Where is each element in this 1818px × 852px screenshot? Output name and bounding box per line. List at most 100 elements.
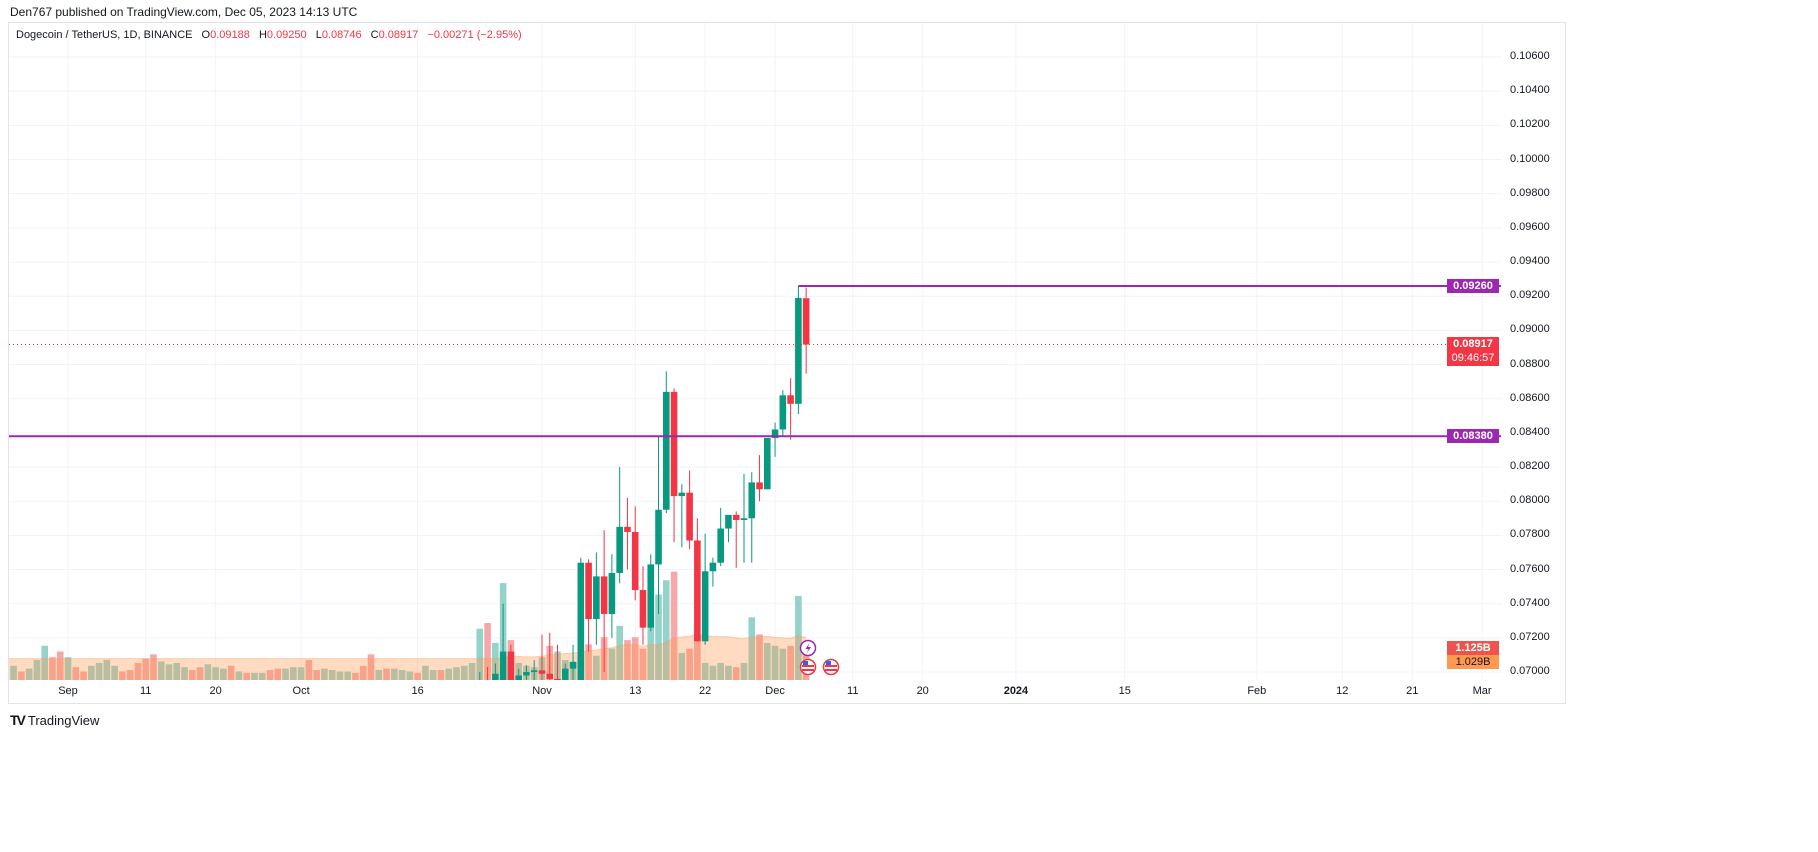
ohlc-legend: Dogecoin / TetherUS, 1D, BINANCE O0.0918… [16,29,522,41]
price-tick: 0.09000 [1510,323,1550,336]
candle-body [484,681,491,693]
volume-bar [56,651,64,680]
time-tick: 11 [847,685,859,697]
volume-bar [445,668,453,680]
volume-bar [414,672,421,680]
volume-ma-line [9,634,807,660]
price-tick: 0.08400 [1510,425,1550,438]
volume-bar [321,668,328,680]
price-tick: 0.09800 [1510,186,1550,199]
us-flag-icon[interactable] [799,658,817,676]
volume-bar [717,662,724,680]
candle-body [569,661,577,669]
candle-body [554,678,561,680]
candle-body [546,673,554,679]
candle-body [756,482,763,490]
candle-body [795,297,802,404]
volume-bar [484,623,491,680]
volume-bar [406,671,414,680]
volume-bar [624,640,631,680]
volume-bar [165,664,173,680]
volume-bar [779,648,787,680]
open-value: 0.09188 [210,29,250,41]
candle-body [740,518,748,521]
volume-ma-tag: 1.029B [1447,655,1499,669]
candle-body [515,675,522,680]
time-tick: 20 [916,685,929,697]
volume-bar [305,660,313,680]
volume-bar [453,667,460,680]
volume-bar [204,664,212,680]
event-markers[interactable] [799,639,840,676]
candle-body [523,672,530,676]
price-tick: 0.07200 [1510,630,1550,643]
volume-bar [49,657,56,680]
brand-name[interactable]: TradingView [27,712,100,728]
candle-body [717,528,724,563]
volume-bar [150,654,157,680]
volume-bar [88,665,95,680]
candle-body [787,395,794,404]
volume-bar [795,595,802,680]
volume-bar [460,665,468,680]
volume-bar [235,671,243,680]
price-tick: 0.07600 [1510,562,1550,575]
price-tick: 0.09600 [1510,220,1550,233]
volume-bar [336,671,344,680]
support-price-tag: 0.08380 [1447,429,1499,443]
time-tick: 11 [139,685,152,697]
candle-body [608,572,616,614]
horizontal-levels[interactable] [9,284,1502,438]
volume-bar [383,668,390,680]
resistance-price-tag: 0.09260 [1447,279,1499,293]
price-tick: 0.10400 [1510,84,1550,97]
candle-body [678,492,686,497]
tradingview-logo-icon[interactable]: TV [10,712,26,728]
candle-body [538,670,546,674]
us-flag-icon[interactable] [822,658,840,676]
change-value: −0.00271 (−2.95%) [427,29,522,41]
volume-bar [686,648,693,680]
time-tick: 16 [411,685,424,697]
volume-bar [290,667,297,680]
volume-bar [678,652,686,680]
low-value: 0.08746 [321,29,362,41]
volume-bar [313,670,320,680]
open-key: O [201,29,211,41]
candle-body [616,526,623,573]
lightning-icon[interactable] [799,639,817,657]
time-tick: Nov [532,685,552,697]
volume-bar [694,634,701,680]
volume-bar [740,662,748,680]
volume-bar [764,642,771,680]
volume-bar [787,645,794,680]
volume-bar [220,668,227,680]
symbol-title[interactable]: Dogecoin / TetherUS, 1D, BINANCE [16,29,193,41]
candle-body [662,391,670,510]
time-tick: Dec [765,685,785,697]
volume-bar [616,625,623,680]
volume-bar [111,665,118,680]
volume-bar [282,668,289,680]
candle-body [577,562,585,680]
price-tick: 0.07800 [1510,528,1550,541]
volume-bar [709,665,717,680]
volume-bar [157,661,165,680]
chart-pane[interactable] [8,22,1566,704]
volume-ma-fill [9,634,807,680]
time-tick: 12 [1336,685,1349,697]
candle-body [748,482,756,519]
price-tick: 0.09200 [1510,289,1550,302]
price-tick: 0.08800 [1510,357,1550,370]
price-tick: 0.08200 [1510,460,1550,473]
volume-bar [119,671,126,680]
volume-bar [80,671,87,680]
volume-bar [468,662,476,680]
volume-bar [103,660,111,680]
time-tick: 20 [209,685,222,697]
price-tick: 0.08000 [1510,494,1550,507]
close-key: C [370,29,379,41]
volume-bar [344,671,352,680]
time-tick: 22 [699,685,712,697]
